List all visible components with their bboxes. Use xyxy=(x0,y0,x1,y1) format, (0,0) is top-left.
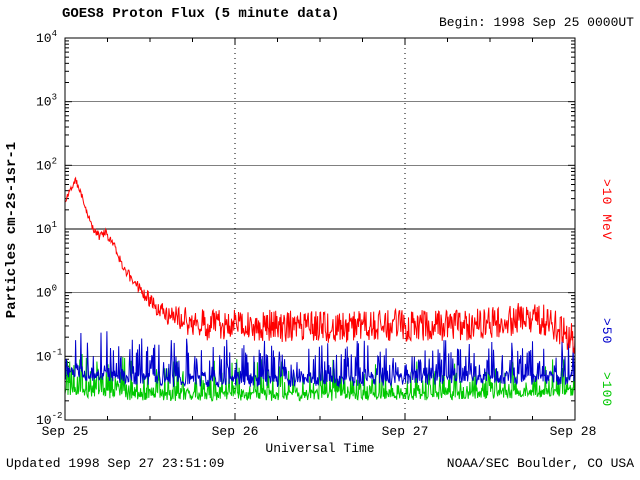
page-title: GOES8 Proton Flux (5 minute data) xyxy=(62,6,340,22)
series-line-gt50 xyxy=(64,331,576,389)
y-tick-label: 100 xyxy=(36,284,57,301)
x-axis-label: Universal Time xyxy=(265,441,375,456)
source-credit: NOAA/SEC Boulder, CO USA xyxy=(446,456,634,471)
series-label-gt100: >100 xyxy=(599,372,614,408)
series-label-gt10mev: >10 MeV xyxy=(599,179,614,241)
series-label-gt50: >50 xyxy=(599,318,614,345)
x-tick-sep25: Sep 25 xyxy=(41,424,89,439)
plot-border xyxy=(64,37,576,421)
x-tick-sep27: Sep 27 xyxy=(381,424,429,439)
x-tick-sep28: Sep 28 xyxy=(549,424,597,439)
y-tick-label: 103 xyxy=(36,93,57,110)
y-tick-label: 101 xyxy=(36,220,57,237)
series-line-gt10mev xyxy=(64,176,576,354)
y-tick-label: 104 xyxy=(36,29,57,46)
begin-timestamp: Begin: 1998 Sep 25 0000UT xyxy=(438,15,634,30)
y-tick-label: 102 xyxy=(36,156,57,173)
y-tick-label: 10-1 xyxy=(36,347,62,364)
x-tick-sep26: Sep 26 xyxy=(211,424,259,439)
y-axis-label: Particles cm-2s-1sr-1 xyxy=(4,141,20,319)
updated-timestamp: Updated 1998 Sep 27 23:51:09 xyxy=(6,456,225,471)
